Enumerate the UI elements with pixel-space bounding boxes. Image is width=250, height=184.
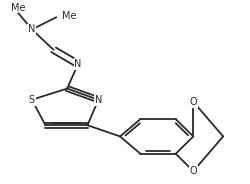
Text: Me: Me — [11, 3, 26, 13]
Text: N: N — [94, 95, 102, 105]
Text: S: S — [29, 95, 35, 105]
Text: O: O — [189, 166, 196, 176]
Text: Me: Me — [62, 11, 76, 21]
Text: N: N — [28, 24, 36, 34]
Text: O: O — [189, 97, 196, 107]
Text: N: N — [74, 59, 82, 69]
